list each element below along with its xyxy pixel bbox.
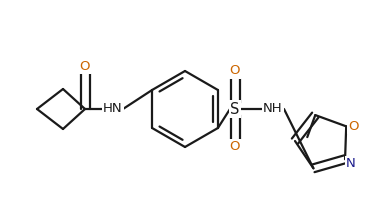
Text: O: O — [80, 59, 90, 72]
Text: HN: HN — [103, 102, 123, 115]
Text: S: S — [230, 102, 240, 117]
Text: N: N — [346, 157, 356, 170]
Text: O: O — [230, 64, 240, 77]
Text: O: O — [348, 120, 359, 133]
Text: NH: NH — [263, 102, 283, 115]
Text: O: O — [230, 140, 240, 153]
